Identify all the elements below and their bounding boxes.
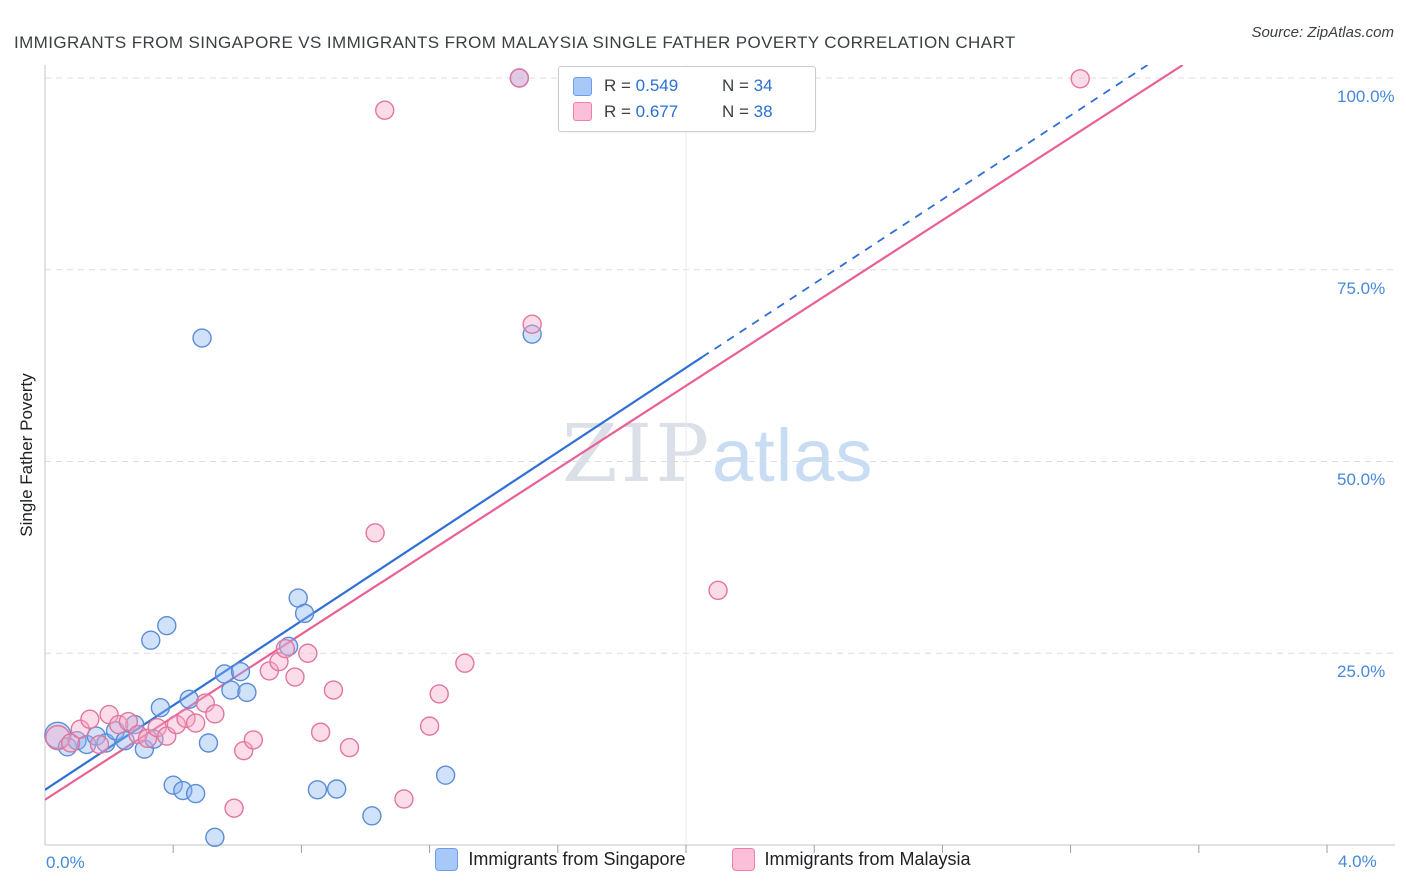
trend-line-malaysia xyxy=(45,65,1184,801)
scatter-point-malaysia xyxy=(205,704,225,724)
scatter-point-malaysia xyxy=(176,708,196,729)
source-link[interactable]: Source: ZipAtlas.com xyxy=(1251,24,1394,41)
y-tick-label-100: 100.0% xyxy=(1337,87,1395,106)
scatter-point-singapore xyxy=(522,324,542,344)
scatter-point-singapore xyxy=(198,733,219,753)
scatter-point-singapore xyxy=(326,779,347,799)
singapore-swatch xyxy=(573,76,592,96)
legend-row-singapore: R = 0.549 N = 34 xyxy=(573,76,801,96)
scatter-point-malaysia xyxy=(224,798,244,818)
scatter-point-malaysia xyxy=(375,100,395,120)
malaysia-legend-label: Immigrants from Malaysia xyxy=(764,849,971,869)
scatter-point-malaysia xyxy=(137,728,158,749)
correlation-legend: R = 0.549 N = 34 R = 0.677 N = 38 xyxy=(558,66,816,132)
scatter-point-singapore xyxy=(44,721,72,750)
malaysia-legend-swatch xyxy=(731,848,755,871)
scatter-point-singapore xyxy=(192,328,212,348)
scatter-point-malaysia xyxy=(195,693,215,713)
malaysia-swatch xyxy=(573,102,592,122)
trend-line-singapore xyxy=(45,356,703,791)
y-tick-label-50: 50.0% xyxy=(1337,470,1386,489)
singapore-n-value: N = 34 xyxy=(722,76,773,96)
n-label: N = xyxy=(722,76,754,96)
scatter-point-malaysia xyxy=(365,523,385,543)
scatter-point-malaysia xyxy=(455,653,475,673)
scatter-point-singapore xyxy=(214,664,235,684)
scatter-point-malaysia xyxy=(298,643,318,663)
scatter-point-malaysia xyxy=(509,68,530,88)
r-number: 0.549 xyxy=(635,76,679,96)
n-number: 38 xyxy=(753,101,773,121)
r-label: R = xyxy=(604,101,636,121)
scatter-point-malaysia xyxy=(419,716,440,736)
scatter-point-malaysia xyxy=(285,667,305,687)
scatter-point-malaysia xyxy=(708,580,728,601)
scatter-point-malaysia xyxy=(429,684,449,704)
scatter-point-malaysia xyxy=(166,714,187,735)
scatter-point-malaysia xyxy=(45,724,71,751)
malaysia-n-value: N = 38 xyxy=(722,102,773,122)
scatter-point-singapore xyxy=(435,765,456,785)
scatter-point-malaysia xyxy=(89,734,110,755)
scatter-point-singapore xyxy=(185,783,206,804)
n-number: 34 xyxy=(753,76,773,96)
scatter-point-singapore xyxy=(362,806,382,826)
scatter-point-singapore xyxy=(163,775,183,795)
n-label: N = xyxy=(722,101,754,121)
scatter-point-singapore xyxy=(278,636,299,657)
scatter-point-malaysia xyxy=(339,737,360,758)
legend-item-malaysia: Immigrants from Malaysia xyxy=(731,848,971,871)
malaysia-r-value: R = 0.677 xyxy=(604,102,722,122)
scatter-point-singapore xyxy=(150,698,171,718)
scatter-point-malaysia xyxy=(80,709,100,729)
scatter-point-malaysia xyxy=(323,680,344,700)
legend-item-singapore: Immigrants from Singapore xyxy=(435,848,686,871)
scatter-point-singapore xyxy=(307,780,328,800)
scatter-point-malaysia xyxy=(60,733,81,753)
page-title: IMMIGRANTS FROM SINGAPORE VS IMMIGRANTS … xyxy=(14,33,1016,53)
scatter-point-malaysia xyxy=(185,713,206,733)
scatter-point-malaysia xyxy=(394,789,414,809)
scatter-point-malaysia xyxy=(1070,69,1090,89)
singapore-legend-label: Immigrants from Singapore xyxy=(468,849,686,869)
scatter-point-singapore xyxy=(221,680,241,700)
scatter-point-malaysia xyxy=(243,730,264,750)
legend-row-malaysia: R = 0.677 N = 38 xyxy=(573,102,801,122)
scatter-point-singapore xyxy=(157,615,177,636)
series-legend: Immigrants from Singapore Immigrants fro… xyxy=(0,848,1406,871)
scatter-point-singapore xyxy=(179,689,199,709)
scatter-point-malaysia xyxy=(522,314,542,334)
scatter-point-malaysia xyxy=(234,740,254,761)
scatter-point-malaysia xyxy=(275,638,296,659)
scatter-point-singapore xyxy=(205,827,225,848)
y-tick-label-25: 25.0% xyxy=(1337,662,1386,681)
scatter-point-malaysia xyxy=(310,722,331,742)
scatter-point-malaysia xyxy=(128,724,148,745)
singapore-legend-swatch xyxy=(435,848,459,871)
r-number: 0.677 xyxy=(635,101,679,121)
scatter-point-singapore xyxy=(294,603,315,624)
singapore-r-value: R = 0.549 xyxy=(604,76,722,96)
r-label: R = xyxy=(604,76,636,96)
y-tick-label-75: 75.0% xyxy=(1337,279,1386,298)
x-min-label: 0.0% xyxy=(46,853,85,872)
scatter-point-singapore xyxy=(141,630,161,650)
scatter-point-malaysia xyxy=(118,711,139,732)
scatter-point-singapore xyxy=(230,661,251,682)
scatter-point-singapore xyxy=(237,682,257,703)
x-max-label: 4.0% xyxy=(1338,852,1377,871)
